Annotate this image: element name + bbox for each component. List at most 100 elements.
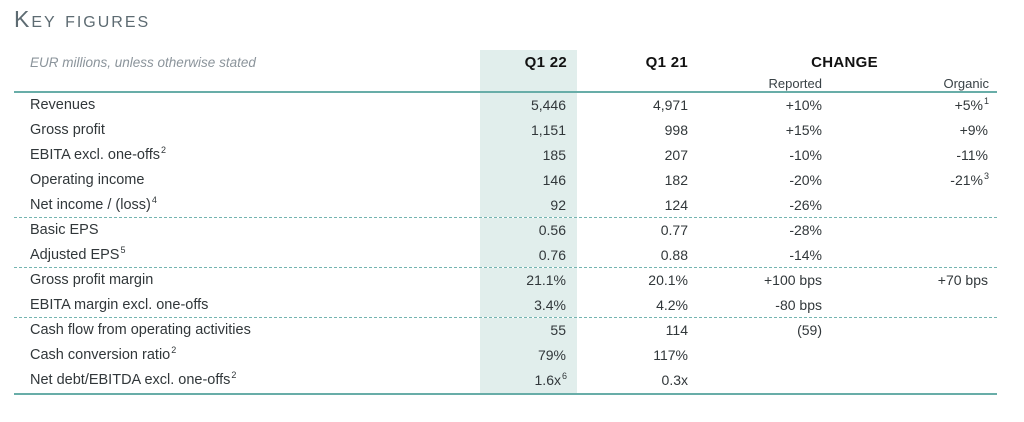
value-q1-21: 114 (665, 322, 688, 338)
footnote-marker: 1 (983, 96, 989, 107)
table-row-gross-profit-margin: Gross profit margin 21.1% 20.1% +100 bps… (14, 268, 997, 293)
value-text: -11% (956, 147, 988, 163)
value-q1-22: 79% (480, 343, 577, 368)
value-text: 3.4% (534, 297, 566, 313)
row-label-text: EBITA excl. one-offs (30, 147, 161, 163)
table-row-ebita-margin: EBITA margin excl. one-offs 3.4% 4.2% -8… (14, 293, 997, 318)
row-label-text: Net income / (loss) (30, 197, 151, 213)
value-change-organic: -21%3 (826, 168, 997, 193)
value-text: 146 (542, 172, 566, 188)
value-text: 185 (542, 147, 566, 163)
footnote-marker: 4 (151, 195, 157, 206)
header-row-main: EUR millions, unless otherwise stated Q1… (14, 50, 997, 76)
row-label-text: Net debt/EBITDA excl. one-offs (30, 372, 231, 388)
table-row-gross-profit: Gross profit 1,151 998 +15% +9% (14, 118, 997, 143)
value-change-organic (826, 368, 997, 393)
value-q1-21: 20.1% (648, 272, 688, 288)
row-label: Net income / (loss)4 (14, 193, 480, 217)
table-row-net-debt-ebitda: Net debt/EBITDA excl. one-offs2 1.6x6 0.… (14, 368, 997, 393)
spacer-cell (480, 76, 577, 91)
value-change-organic: +70 bps (826, 268, 997, 293)
value-change-reported: +10% (785, 97, 822, 113)
value-change-reported: -14% (789, 247, 822, 263)
column-header-q1-22: Q1 22 (480, 50, 577, 76)
value-text: +70 bps (937, 272, 988, 288)
value-q1-22: 0.56 (480, 218, 577, 243)
row-label: Net debt/EBITDA excl. one-offs2 (14, 368, 480, 393)
value-q1-22: 3.4% (480, 293, 577, 317)
value-text: +5% (954, 97, 983, 113)
value-text: 1,151 (530, 122, 566, 138)
row-label: Gross profit margin (14, 268, 480, 293)
column-header-reported: Reported (768, 76, 822, 91)
value-change-organic (826, 293, 997, 317)
value-change-reported: +15% (785, 122, 822, 138)
value-text: 0.76 (538, 247, 566, 263)
header-row-sub: Reported Organic (14, 76, 997, 91)
page-title: Key figures (14, 6, 151, 32)
footnote-marker: 6 (561, 371, 567, 382)
value-q1-21: 0.77 (660, 222, 688, 238)
row-label-text: Basic EPS (30, 222, 99, 238)
value-q1-21: 124 (664, 197, 688, 213)
value-q1-22: 185 (480, 143, 577, 168)
footnote-marker: 3 (983, 171, 989, 182)
table-row-cash-conversion-ratio: Cash conversion ratio2 79% 117% (14, 343, 997, 368)
row-label: EBITA margin excl. one-offs (14, 293, 480, 317)
value-change-organic: +5%1 (826, 93, 997, 118)
value-q1-21: 207 (664, 147, 688, 163)
value-text: 1.6x (534, 372, 561, 388)
value-text: 92 (550, 197, 566, 213)
value-text: 5,446 (530, 97, 566, 113)
key-figures-table: EUR millions, unless otherwise stated Q1… (14, 50, 997, 395)
value-q1-22: 146 (480, 168, 577, 193)
value-q1-22: 1.6x6 (480, 368, 577, 393)
value-q1-21: 117% (653, 347, 688, 363)
value-change-reported: -26% (789, 197, 822, 213)
value-change-organic (826, 318, 997, 343)
value-change-reported: (59) (797, 322, 822, 338)
row-label: Adjusted EPS5 (14, 243, 480, 267)
value-q1-22: 1,151 (480, 118, 577, 143)
row-label: EBITA excl. one-offs2 (14, 143, 480, 168)
value-q1-22: 92 (480, 193, 577, 217)
table-body: Revenues 5,446 4,971 +10% +5%1 Gross pro… (14, 93, 997, 395)
row-label-text: Operating income (30, 172, 145, 188)
value-q1-21: 0.88 (660, 247, 688, 263)
value-change-organic (826, 243, 997, 267)
value-q1-22: 21.1% (480, 268, 577, 293)
value-q1-21: 182 (664, 172, 688, 188)
column-header-organic: Organic (943, 76, 989, 91)
value-q1-21: 998 (664, 122, 688, 138)
value-text: 55 (550, 322, 566, 338)
value-change-reported: -20% (789, 172, 822, 188)
value-q1-21: 0.3x (661, 372, 688, 388)
row-label: Gross profit (14, 118, 480, 143)
footnote-marker: 2 (231, 370, 237, 381)
value-change-reported: -10% (789, 147, 822, 163)
value-change-organic (826, 193, 997, 217)
row-label-text: Adjusted EPS (30, 247, 120, 263)
table-row-adjusted-eps: Adjusted EPS5 0.76 0.88 -14% (14, 243, 997, 268)
row-label: Operating income (14, 168, 480, 193)
column-header-change: CHANGE (811, 54, 878, 71)
row-label-text: Cash flow from operating activities (30, 322, 251, 338)
table-row-ebita-excl-one-offs: EBITA excl. one-offs2 185 207 -10% -11% (14, 143, 997, 168)
row-label: Cash flow from operating activities (14, 318, 480, 343)
row-label-text: Cash conversion ratio (30, 347, 171, 363)
row-label-text: Gross profit margin (30, 272, 154, 288)
value-change-reported: -28% (789, 222, 822, 238)
value-change-organic: -11% (826, 143, 997, 168)
value-q1-21: 4.2% (656, 297, 688, 313)
table-subtitle: EUR millions, unless otherwise stated (30, 55, 256, 70)
table-row-operating-income: Operating income 146 182 -20% -21%3 (14, 168, 997, 193)
footnote-marker: 5 (120, 245, 126, 256)
row-label: Basic EPS (14, 218, 480, 243)
value-text: 0.56 (538, 222, 566, 238)
value-change-organic: +9% (826, 118, 997, 143)
row-label-text: Gross profit (30, 122, 105, 138)
value-text: 21.1% (526, 272, 566, 288)
table-row-revenues: Revenues 5,446 4,971 +10% +5%1 (14, 93, 997, 118)
spacer-cell (577, 76, 692, 91)
